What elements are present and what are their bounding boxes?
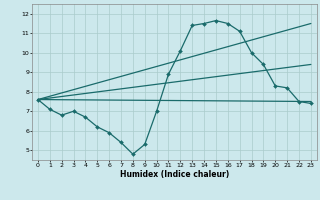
X-axis label: Humidex (Indice chaleur): Humidex (Indice chaleur) [120, 170, 229, 179]
